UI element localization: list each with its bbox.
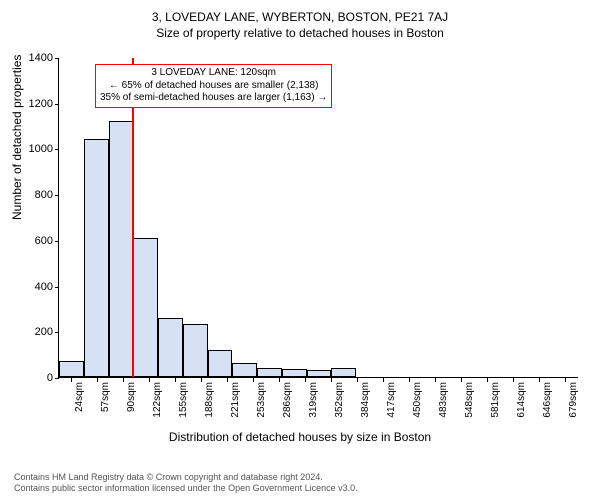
histogram-bar (257, 368, 282, 377)
x-tick-label: 679sqm (568, 382, 579, 418)
chart-title: 3, LOVEDAY LANE, WYBERTON, BOSTON, PE21 … (0, 0, 600, 40)
y-tick-label: 1000 (17, 143, 53, 155)
footer-line1: Contains HM Land Registry data © Crown c… (14, 472, 358, 483)
x-tick-mark (435, 378, 436, 382)
histogram-bar (232, 363, 257, 377)
histogram-bar (208, 350, 233, 377)
histogram-bar (84, 139, 109, 377)
y-tick-label: 400 (17, 281, 53, 293)
x-tick-label: 581sqm (490, 382, 501, 418)
x-tick-label: 57sqm (100, 382, 111, 412)
x-tick-label: 352sqm (334, 382, 345, 418)
x-tick-label: 221sqm (230, 382, 241, 418)
x-tick-label: 319sqm (308, 382, 319, 418)
annotation-line2: ← 65% of detached houses are smaller (2,… (100, 80, 327, 93)
x-tick-mark (253, 378, 254, 382)
x-tick-mark (305, 378, 306, 382)
y-tick-mark (55, 104, 59, 105)
x-tick-mark (487, 378, 488, 382)
x-tick-label: 548sqm (464, 382, 475, 418)
plot-area: 02004006008001000120014003 LOVEDAY LANE:… (58, 58, 578, 378)
x-tick-label: 155sqm (178, 382, 189, 418)
footer-attribution: Contains HM Land Registry data © Crown c… (14, 472, 358, 494)
y-tick-label: 200 (17, 326, 53, 338)
y-tick-mark (55, 287, 59, 288)
x-tick-label: 188sqm (204, 382, 215, 418)
x-tick-label: 614sqm (516, 382, 527, 418)
y-tick-label: 1200 (17, 98, 53, 110)
y-tick-label: 600 (17, 235, 53, 247)
x-tick-label: 90sqm (126, 382, 137, 412)
y-tick-mark (55, 241, 59, 242)
y-tick-mark (55, 58, 59, 59)
y-tick-mark (55, 195, 59, 196)
x-tick-label: 24sqm (74, 382, 85, 412)
x-tick-label: 483sqm (438, 382, 449, 418)
histogram-bar (59, 361, 84, 377)
x-tick-label: 286sqm (282, 382, 293, 418)
x-tick-label: 122sqm (152, 382, 163, 418)
histogram-bar (109, 121, 134, 377)
y-tick-label: 1400 (17, 52, 53, 64)
histogram-bar (183, 324, 208, 377)
x-tick-mark (201, 378, 202, 382)
x-axis-label: Distribution of detached houses by size … (0, 430, 600, 444)
y-tick-label: 0 (17, 372, 53, 384)
y-tick-mark (55, 149, 59, 150)
x-tick-mark (123, 378, 124, 382)
histogram-bar (158, 318, 183, 377)
histogram-bar (133, 238, 158, 377)
chart-area: 02004006008001000120014003 LOVEDAY LANE:… (58, 58, 578, 418)
y-tick-mark (55, 378, 59, 379)
x-tick-label: 450sqm (412, 382, 423, 418)
histogram-bar (307, 370, 332, 377)
x-tick-label: 417sqm (386, 382, 397, 418)
x-tick-mark (71, 378, 72, 382)
y-tick-mark (55, 332, 59, 333)
x-tick-mark (539, 378, 540, 382)
x-tick-mark (175, 378, 176, 382)
annotation-line1: 3 LOVEDAY LANE: 120sqm (100, 67, 327, 80)
x-tick-mark (279, 378, 280, 382)
x-tick-label: 253sqm (256, 382, 267, 418)
annotation-box: 3 LOVEDAY LANE: 120sqm← 65% of detached … (95, 64, 332, 108)
y-tick-label: 800 (17, 189, 53, 201)
x-tick-mark (357, 378, 358, 382)
annotation-line3: 35% of semi-detached houses are larger (… (100, 92, 327, 105)
x-tick-mark (513, 378, 514, 382)
x-tick-mark (383, 378, 384, 382)
x-tick-mark (565, 378, 566, 382)
histogram-bar (331, 368, 356, 377)
x-tick-label: 384sqm (360, 382, 371, 418)
x-tick-label: 646sqm (542, 382, 553, 418)
x-tick-mark (409, 378, 410, 382)
title-line2: Size of property relative to detached ho… (0, 26, 600, 40)
x-tick-mark (461, 378, 462, 382)
x-tick-mark (331, 378, 332, 382)
title-line1: 3, LOVEDAY LANE, WYBERTON, BOSTON, PE21 … (0, 10, 600, 24)
x-tick-mark (227, 378, 228, 382)
histogram-bar (282, 369, 307, 377)
x-tick-mark (149, 378, 150, 382)
footer-line2: Contains public sector information licen… (14, 483, 358, 494)
x-tick-mark (97, 378, 98, 382)
